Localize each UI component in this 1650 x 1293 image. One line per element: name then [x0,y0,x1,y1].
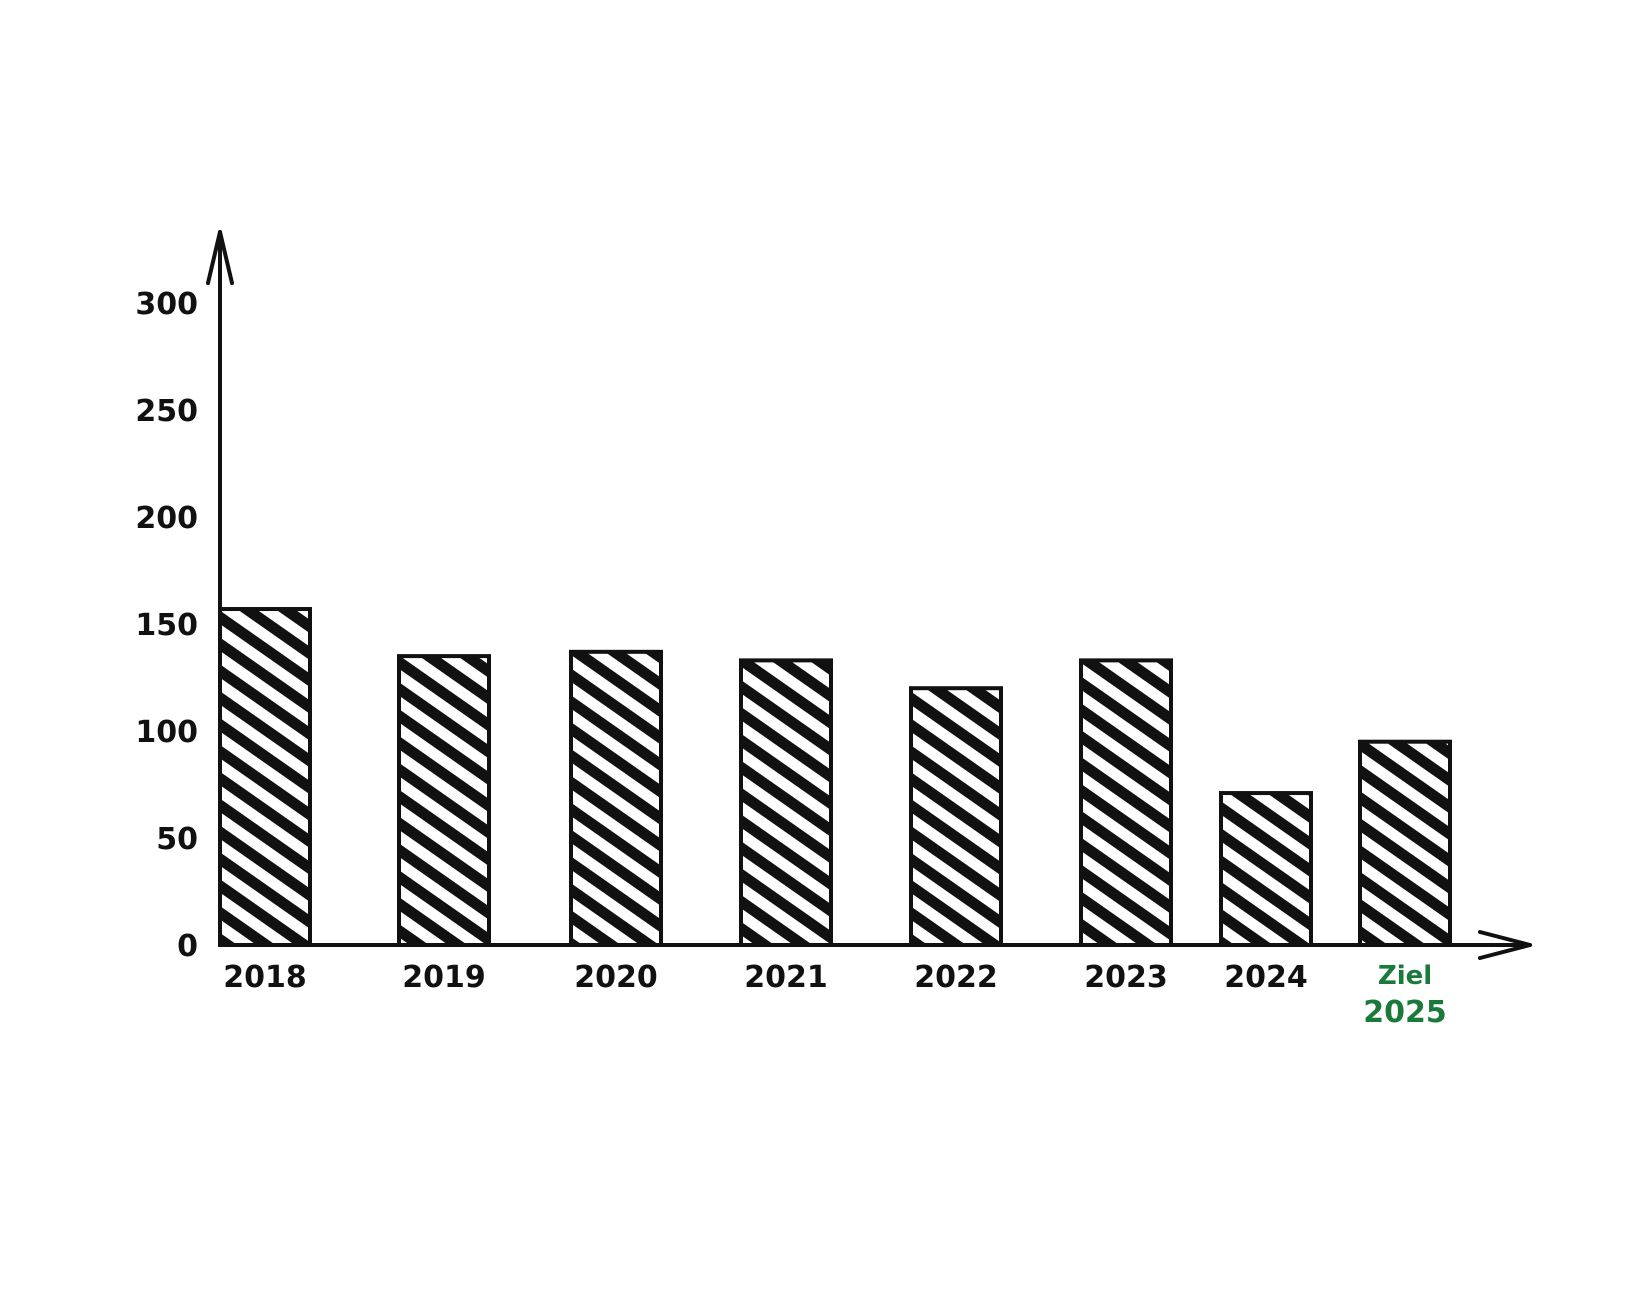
bar [1358,739,1452,948]
y-tick-label: 100 [135,715,198,750]
bar [739,658,833,947]
x-tick-label-line: 2018 [223,960,307,995]
x-tick-label: 2020 [574,960,658,995]
x-tick-label-line: 2024 [1224,960,1308,995]
bar [1079,658,1173,947]
bar [1219,791,1313,947]
x-axis-arrowhead [1478,930,1532,960]
x-tick-label: 2019 [402,960,486,995]
y-tick-labels: 0 50 100 150 200 250 300 [135,287,198,964]
x-tick-label: 2018 [223,960,307,995]
y-tick-label: 250 [135,394,198,429]
x-tick-label-line: 2020 [574,960,658,995]
bar [909,686,1003,947]
x-tick-labels: 2018 2019 2020 2021 2022 2023 2024 Ziel 2025 [223,960,1447,1030]
x-tick-label: 2024 [1224,960,1308,995]
bars [218,607,1452,948]
y-axis-arrowhead [206,230,234,285]
y-tick-label: 200 [135,501,198,536]
x-tick-label: 2023 [1084,960,1168,995]
y-tick-label: 300 [135,287,198,322]
bar [569,649,663,947]
bar [218,607,312,948]
y-tick-label: 50 [156,822,198,857]
x-tick-label: 2022 [914,960,998,995]
x-tick-label-line: 2022 [914,960,998,995]
x-tick-label-line: Ziel [1378,961,1432,991]
bar [397,654,491,947]
x-tick-label: Ziel 2025 [1363,961,1447,1030]
x-tick-label: 2021 [744,960,828,995]
x-tick-label-line: 2023 [1084,960,1168,995]
x-tick-label-line: 2019 [402,960,486,995]
x-tick-label-line: 2021 [744,960,828,995]
y-tick-label: 150 [135,608,198,643]
x-tick-label-line: 2025 [1363,995,1447,1030]
y-tick-label: 0 [177,929,198,964]
